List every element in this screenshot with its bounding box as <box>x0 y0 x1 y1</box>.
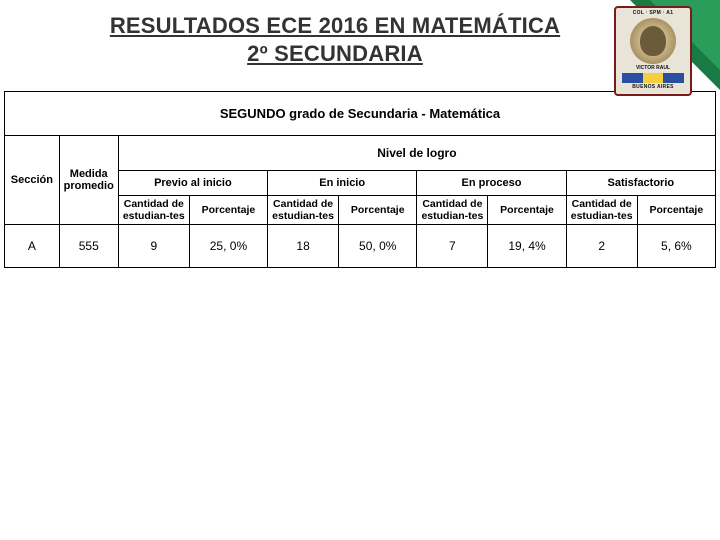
cell-proceso-cant: 7 <box>417 225 488 268</box>
cell-previo-pct: 25, 0% <box>189 225 267 268</box>
col-seccion: Sección <box>5 136 60 225</box>
cell-inicio-cant: 18 <box>268 225 339 268</box>
emblem-portrait <box>630 18 676 64</box>
level-previo: Previo al inicio <box>118 171 267 196</box>
cell-satis-pct: 5, 6% <box>637 225 715 268</box>
title-line1: RESULTADOS ECE 2016 EN MATEMÁTICA <box>110 13 560 38</box>
col-nivel-logro: Nivel de logro <box>118 136 715 171</box>
table-row: A 555 9 25, 0% 18 50, 0% 7 19, 4% 2 5, 6… <box>5 225 716 268</box>
emblem-top-text: COL · SPM · A1 <box>633 10 674 16</box>
level-proceso: En proceso <box>417 171 566 196</box>
sub-cant-0: Cantidad de estudian-tes <box>118 196 189 225</box>
sub-cant-2: Cantidad de estudian-tes <box>417 196 488 225</box>
emblem-flag <box>622 73 684 83</box>
school-emblem: COL · SPM · A1 VICTOR RAUL BUENOS AIRES <box>614 6 692 96</box>
slide-header: RESULTADOS ECE 2016 EN MATEMÁTICA 2º SEC… <box>0 0 720 73</box>
sub-cant-1: Cantidad de estudian-tes <box>268 196 339 225</box>
cell-medida: 555 <box>59 225 118 268</box>
cell-satis-cant: 2 <box>566 225 637 268</box>
emblem-bottom-text: BUENOS AIRES <box>632 84 673 90</box>
title-line2: 2º SECUNDARIA <box>247 41 423 66</box>
sub-pct-0: Porcentaje <box>189 196 267 225</box>
level-satisfactorio: Satisfactorio <box>566 171 715 196</box>
sub-pct-3: Porcentaje <box>637 196 715 225</box>
cell-inicio-pct: 50, 0% <box>339 225 417 268</box>
cell-previo-cant: 9 <box>118 225 189 268</box>
cell-proceso-pct: 19, 4% <box>488 225 566 268</box>
results-table: SEGUNDO grado de Secundaria - Matemática… <box>4 91 716 268</box>
sub-pct-1: Porcentaje <box>339 196 417 225</box>
results-table-container: SEGUNDO grado de Secundaria - Matemática… <box>0 73 720 268</box>
cell-seccion: A <box>5 225 60 268</box>
sub-cant-3: Cantidad de estudian-tes <box>566 196 637 225</box>
col-medida: Medida promedio <box>59 136 118 225</box>
slide-title: RESULTADOS ECE 2016 EN MATEMÁTICA 2º SEC… <box>60 12 610 67</box>
table-grade-header: SEGUNDO grado de Secundaria - Matemática <box>5 92 716 136</box>
level-inicio: En inicio <box>268 171 417 196</box>
emblem-name: VICTOR RAUL <box>636 65 670 71</box>
sub-pct-2: Porcentaje <box>488 196 566 225</box>
